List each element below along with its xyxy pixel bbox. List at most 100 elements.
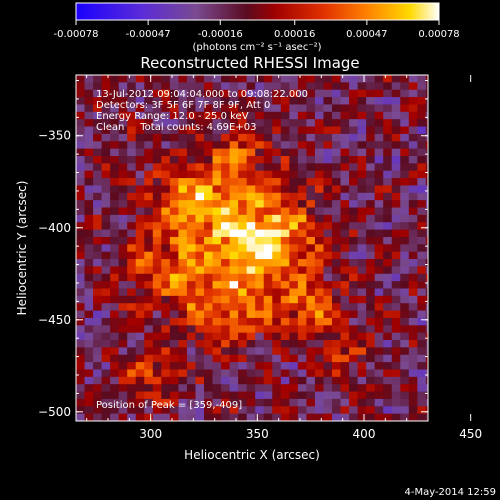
heatmap-pixel: [280, 141, 290, 150]
heatmap-pixel: [246, 104, 256, 113]
colorbar-tick-label: -0.00047: [126, 29, 171, 40]
heatmap-pixel: [366, 325, 376, 334]
heatmap-pixel: [101, 119, 111, 128]
heatmap-pixel: [238, 376, 248, 385]
heatmap-pixel: [178, 369, 188, 378]
heatmap-pixel: [425, 332, 428, 341]
heatmap-pixel: [118, 236, 128, 245]
heatmap-pixel: [263, 295, 273, 304]
heatmap-pixel: [408, 391, 418, 400]
heatmap-pixel: [101, 163, 111, 172]
heatmap-pixel: [400, 185, 410, 194]
heatmap-pixel: [374, 354, 384, 363]
heatmap-pixel: [212, 236, 222, 245]
heatmap-pixel: [144, 192, 154, 201]
heatmap-pixel: [340, 133, 350, 142]
heatmap-pixel: [408, 413, 418, 421]
heatmap-pixel: [417, 141, 427, 150]
heatmap-pixel: [374, 185, 384, 194]
heatmap-pixel: [152, 347, 162, 356]
heatmap-pixel: [332, 259, 342, 267]
heatmap-pixel: [118, 413, 128, 421]
heatmap-pixel: [93, 244, 103, 253]
heatmap-pixel: [118, 82, 128, 91]
heatmap-pixel: [110, 244, 120, 253]
heatmap-pixel: [340, 148, 350, 157]
heatmap-pixel: [289, 178, 299, 187]
heatmap-pixel: [340, 303, 350, 312]
heatmap-pixel: [229, 185, 239, 194]
heatmap-pixel: [263, 398, 273, 407]
heatmap-pixel: [400, 354, 410, 363]
heatmap-pixel: [417, 163, 427, 172]
heatmap-pixel: [408, 178, 418, 187]
heatmap-pixel: [306, 259, 316, 267]
heatmap-pixel: [383, 413, 393, 421]
heatmap-pixel: [127, 229, 137, 238]
heatmap-pixel: [297, 155, 307, 164]
heatmap-pixel: [306, 310, 316, 319]
heatmap-pixel: [297, 192, 307, 201]
heatmap-pixel: [366, 391, 376, 400]
heatmap-pixel: [391, 295, 401, 304]
heatmap-pixel: [332, 89, 342, 98]
heatmap-pixel: [178, 317, 188, 326]
heatmap-pixel: [425, 317, 428, 326]
heatmap-pixel: [391, 178, 401, 187]
heatmap-pixel: [297, 281, 307, 290]
heatmap-pixel: [135, 214, 145, 223]
heatmap-pixel: [152, 303, 162, 312]
heatmap-pixel: [332, 119, 342, 128]
heatmap-pixel: [135, 340, 145, 348]
heatmap-pixel: [425, 295, 428, 304]
heatmap-pixel: [383, 369, 393, 378]
heatmap-pixel: [93, 398, 103, 407]
heatmap-pixel: [306, 207, 316, 216]
heatmap-pixel: [340, 310, 350, 319]
heatmap-pixel: [118, 97, 128, 106]
heatmap-pixel: [349, 317, 359, 326]
heatmap-pixel: [246, 148, 256, 157]
heatmap-pixel: [314, 369, 325, 378]
heatmap-pixel: [263, 229, 273, 238]
heatmap-pixel: [110, 104, 120, 113]
heatmap-pixel: [93, 259, 103, 267]
heatmap-pixel: [417, 200, 427, 209]
heatmap-pixel: [221, 185, 231, 194]
heatmap-pixel: [263, 362, 273, 371]
heatmap-pixel: [263, 104, 273, 113]
heatmap-pixel: [238, 222, 248, 231]
heatmap-pixel: [332, 163, 342, 172]
heatmap-pixel: [417, 376, 427, 385]
heatmap-pixel: [212, 97, 222, 106]
heatmap-pixel: [340, 406, 350, 415]
heatmap-pixel: [263, 384, 273, 393]
heatmap-pixel: [263, 251, 273, 260]
heatmap-pixel: [289, 273, 299, 282]
heatmap-pixel: [127, 155, 137, 164]
heatmap-pixel: [101, 207, 111, 216]
heatmap-pixel: [425, 310, 428, 319]
heatmap-pixel: [221, 126, 231, 135]
heatmap-pixel: [332, 97, 342, 106]
heatmap-pixel: [357, 362, 367, 371]
heatmap-pixel: [289, 354, 299, 363]
heatmap-pixel: [314, 325, 325, 334]
heatmap-pixel: [118, 200, 128, 209]
heatmap-pixel: [101, 200, 111, 209]
heatmap-pixel: [425, 75, 428, 83]
heatmap-pixel: [383, 295, 393, 304]
heatmap-pixel: [263, 163, 273, 172]
heatmap-pixel: [212, 200, 222, 209]
heatmap-pixel: [118, 244, 128, 253]
heatmap-pixel: [76, 354, 86, 363]
heatmap-pixel: [152, 82, 162, 91]
heatmap-pixel: [169, 244, 179, 253]
heatmap-pixel: [280, 354, 290, 363]
heatmap-pixel: [178, 148, 188, 157]
heatmap-pixel: [238, 369, 248, 378]
heatmap-pixel: [280, 391, 290, 400]
heatmap-pixel: [229, 214, 239, 223]
heatmap-pixel: [93, 376, 103, 385]
heatmap-pixel: [76, 214, 86, 223]
